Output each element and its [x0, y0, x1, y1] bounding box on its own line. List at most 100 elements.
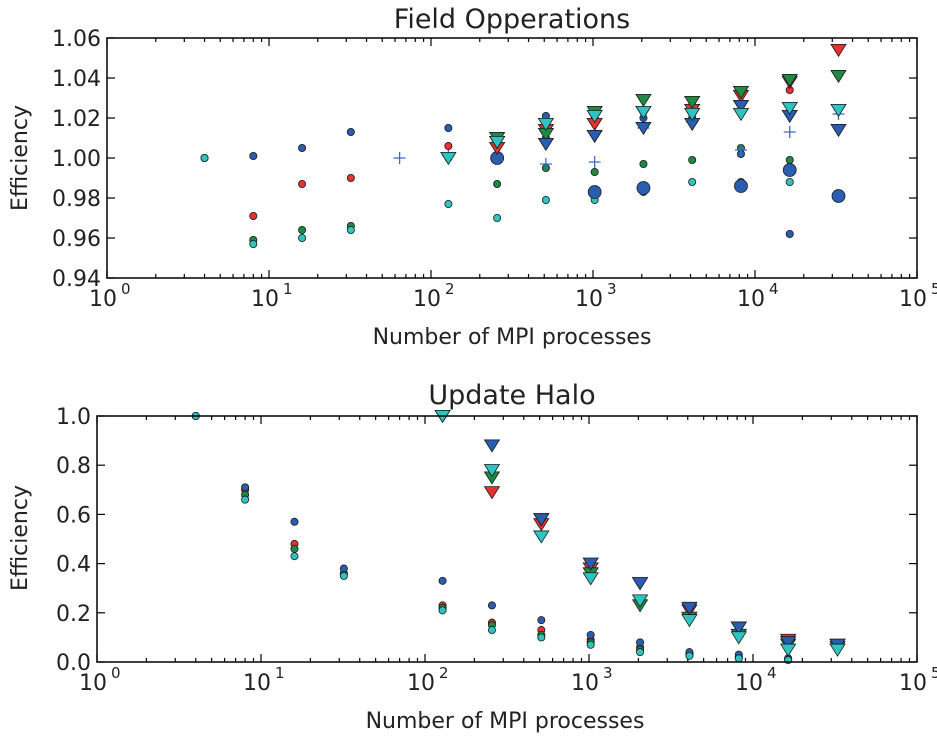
plot-frame	[106, 37, 918, 279]
x-tick-label: 10	[89, 287, 117, 312]
data-point	[241, 483, 250, 492]
data-point-large	[587, 185, 602, 199]
data-point-plus	[539, 158, 552, 170]
data-point	[249, 239, 258, 248]
data-point	[290, 552, 299, 561]
y-tick-label: 0.8	[56, 454, 91, 479]
data-point	[346, 225, 355, 234]
x-tick-exponent: 5	[931, 664, 937, 682]
y-tick-label: 1.00	[52, 147, 101, 172]
y-tick-label: 0.0	[56, 651, 91, 676]
data-point-triangle	[781, 73, 798, 88]
data-point-large	[734, 179, 748, 193]
data-point-triangle	[732, 99, 750, 114]
chart-title: Field Opperations	[394, 4, 630, 35]
data-point-triangle	[683, 107, 701, 122]
x-tick-exponent: 5	[931, 280, 937, 298]
data-point	[339, 571, 348, 580]
data-point	[639, 159, 648, 168]
data-point	[444, 141, 453, 150]
data-point-triangle	[781, 101, 798, 116]
data-point	[200, 153, 209, 162]
data-point	[785, 177, 794, 186]
y-tick-label: 0.94	[52, 267, 101, 292]
data-point	[541, 195, 550, 204]
y-tick-label: 1.04	[52, 67, 101, 92]
data-point-triangle	[582, 557, 599, 571]
x-tick-label: 10	[413, 287, 441, 312]
data-point	[346, 173, 355, 182]
data-point-triangle	[681, 601, 698, 616]
data-point-triangle	[732, 85, 750, 100]
panel-update-halo: Update Halo Number of MPI processes Effi…	[8, 380, 937, 734]
x-axis-label: Number of MPI processes	[373, 325, 652, 350]
y-tick-label: 1.02	[52, 107, 101, 132]
chart-title: Update Halo	[428, 380, 595, 411]
data-point-triangle	[830, 123, 847, 138]
x-tick-label: 10	[575, 287, 603, 312]
data-point	[298, 143, 307, 152]
x-tick-label: 10	[251, 287, 279, 312]
x-tick-label: 10	[243, 671, 271, 696]
data-point-triangle	[779, 643, 797, 657]
data-point	[586, 640, 595, 649]
data-point	[249, 211, 258, 220]
data-point	[537, 616, 546, 625]
data-point-triangle	[730, 631, 748, 645]
data-point	[537, 633, 546, 642]
panel-field-operations: Field Opperations Number of MPI processe…	[8, 4, 937, 350]
data-point	[487, 626, 496, 635]
x-tick-label: 10	[735, 671, 763, 696]
data-point	[636, 638, 645, 647]
data-point-triangle	[631, 577, 649, 591]
data-point-large	[636, 181, 651, 195]
data-point-large	[831, 189, 846, 203]
data-point	[586, 630, 595, 639]
x-tick-exponent: 0	[111, 664, 121, 682]
data-point-triangle	[631, 594, 649, 608]
y-tick-label: 0.4	[56, 553, 91, 578]
data-point-triangle	[483, 439, 501, 453]
x-tick-label: 10	[407, 671, 435, 696]
x-axis-label: Number of MPI processes	[366, 709, 645, 734]
y-axis-label: Efficiency	[8, 485, 33, 591]
x-tick-exponent: 1	[283, 280, 293, 298]
data-point-triangle	[635, 93, 652, 108]
data-point-triangle	[582, 572, 599, 586]
data-point-triangle	[635, 105, 652, 120]
x-tick-exponent: 4	[769, 280, 779, 298]
data-point-triangle	[779, 636, 797, 650]
data-point	[688, 155, 697, 164]
y-tick-label: 0.96	[52, 227, 101, 252]
y-tick-label: 0.2	[56, 602, 91, 627]
data-point-triangle	[586, 129, 603, 144]
data-point	[298, 179, 307, 188]
data-point	[487, 601, 496, 610]
x-tick-label: 10	[737, 287, 765, 312]
data-point	[241, 495, 250, 504]
data-point	[685, 651, 694, 660]
plot-frame	[96, 415, 918, 663]
data-point-triangle	[488, 135, 506, 150]
x-tick-exponent: 4	[767, 664, 777, 682]
data-point	[493, 179, 502, 188]
data-point	[438, 576, 447, 585]
x-tick-exponent: 3	[603, 664, 613, 682]
data-point-triangle	[681, 614, 698, 628]
data-marks	[200, 43, 847, 248]
data-point-triangle	[483, 464, 501, 478]
x-tick-label: 10	[899, 287, 927, 312]
data-point	[590, 167, 599, 176]
data-point-triangle	[830, 103, 847, 118]
y-axis-label: Efficiency	[8, 105, 33, 211]
data-point-triangle	[533, 530, 550, 544]
data-point-triangle	[537, 117, 555, 132]
data-point-triangle	[586, 109, 603, 124]
data-point-triangle	[730, 621, 748, 635]
data-point-large	[782, 163, 797, 177]
x-tick-exponent: 1	[275, 664, 285, 682]
y-tick-label: 0.6	[56, 503, 91, 528]
data-point-triangle	[440, 151, 457, 166]
